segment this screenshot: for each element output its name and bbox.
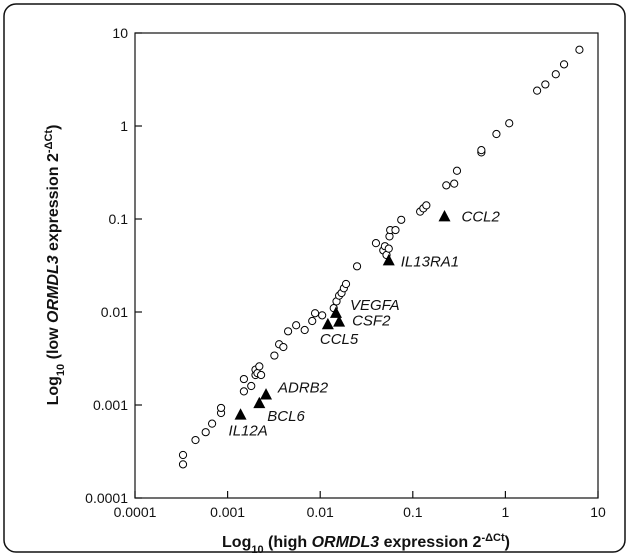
open-circle-point bbox=[541, 80, 550, 89]
gene-label-csf2: CSF2 bbox=[352, 313, 391, 330]
triangle-point-ccl5 bbox=[321, 317, 334, 330]
open-circle-point bbox=[292, 321, 301, 330]
open-circle-point bbox=[533, 86, 542, 95]
triangle-point-il13ra1 bbox=[382, 253, 395, 266]
gene-label-ccl2: CCL2 bbox=[462, 208, 501, 225]
open-circle-point bbox=[279, 342, 288, 352]
open-circle-point bbox=[300, 325, 309, 335]
plot-frame bbox=[134, 32, 599, 499]
open-circle-point bbox=[318, 311, 327, 320]
triangle-point-ccl2 bbox=[438, 209, 451, 222]
gene-label-vegfa: VEGFA bbox=[350, 297, 400, 314]
open-circle-point bbox=[178, 450, 188, 460]
y-tick-label: 1 bbox=[120, 118, 128, 134]
x-tick-label: 0.01 bbox=[307, 504, 334, 520]
gene-label-il13ra1: IL13RA1 bbox=[401, 253, 459, 270]
open-circle-point bbox=[371, 239, 381, 248]
open-circle-point bbox=[283, 327, 293, 336]
open-circle-point bbox=[341, 279, 351, 289]
y-tick-label: 0.1 bbox=[109, 211, 129, 227]
y-axis-ticks: 0.0001 0.001 0.01 0.1 1 10 bbox=[85, 25, 142, 506]
open-circle-point bbox=[422, 201, 431, 210]
open-circle-point bbox=[191, 435, 200, 445]
open-circle-point bbox=[575, 45, 584, 54]
y-tick-label: 0.01 bbox=[101, 304, 128, 320]
gene-label-ccl5: CCL5 bbox=[320, 331, 359, 348]
x-axis-label: Log10 (high ORMDL3 expression 2-ΔCt) bbox=[222, 532, 510, 556]
open-circle-point bbox=[450, 179, 459, 188]
y-axis-label: Log10 (low ORMDL3 expression 2-ΔCt) bbox=[43, 125, 67, 406]
y-tick-label: 0.0001 bbox=[85, 490, 128, 506]
open-circle-point bbox=[216, 403, 226, 413]
open-circle-point bbox=[452, 166, 462, 175]
open-circle-point bbox=[270, 351, 279, 360]
open-circle-point bbox=[239, 374, 249, 384]
open-circle-point bbox=[391, 225, 400, 235]
x-tick-label: 0.001 bbox=[210, 504, 245, 520]
y-tick-label: 10 bbox=[112, 25, 128, 41]
open-circle-point bbox=[256, 370, 266, 380]
open-circle-point bbox=[178, 460, 188, 469]
x-tick-label: 1 bbox=[502, 504, 510, 520]
gene-label-bcl6: BCL6 bbox=[267, 408, 305, 425]
gene-label-il12a: IL12A bbox=[229, 423, 268, 440]
open-circle-point bbox=[492, 129, 501, 139]
x-axis-ticks: 0.0001 0.001 0.01 0.1 1 10 bbox=[114, 491, 606, 520]
x-tick-label: 0.0001 bbox=[114, 504, 157, 520]
triangle-point-vegfa bbox=[329, 306, 342, 318]
x-tick-label: 0.1 bbox=[403, 504, 423, 520]
open-circle-point bbox=[477, 146, 486, 155]
open-circle-point bbox=[442, 181, 451, 190]
open-circle-point bbox=[207, 419, 217, 428]
triangle-point-csf2 bbox=[333, 315, 346, 327]
triangle-point-adrb2 bbox=[260, 388, 273, 400]
x-tick-label: 10 bbox=[590, 504, 606, 520]
open-circle-point bbox=[397, 215, 406, 224]
open-circle-point bbox=[310, 309, 320, 318]
open-circle-point bbox=[308, 316, 317, 326]
open-circle-point bbox=[384, 244, 393, 253]
open-circle-point bbox=[255, 362, 264, 371]
open-circle-point bbox=[201, 428, 210, 437]
open-circle-point bbox=[551, 70, 560, 79]
open-circle-point bbox=[247, 381, 256, 391]
figure-border bbox=[3, 3, 626, 553]
gene-label-adrb2: ADRB2 bbox=[277, 379, 329, 396]
open-circle-point bbox=[559, 60, 569, 69]
y-tick-label: 0.001 bbox=[93, 397, 128, 413]
open-circle-point bbox=[505, 119, 514, 128]
open-circle-point bbox=[239, 387, 249, 396]
triangle-point-il12a bbox=[234, 408, 247, 420]
triangle-point-bcl6 bbox=[253, 396, 266, 409]
open-circle-point bbox=[352, 262, 362, 271]
